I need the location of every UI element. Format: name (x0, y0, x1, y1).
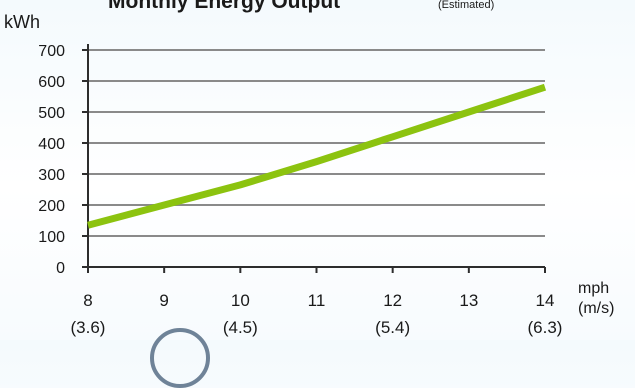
y-tick-label-200: 200 (38, 198, 65, 215)
y-tick-label-500: 500 (38, 105, 65, 122)
line-chart: Monthly Energy Output (Estimated) kWh mp… (4, 0, 614, 337)
series-line-0 (87, 83, 547, 229)
x-tick-sublabel-10: (4.5) (223, 318, 258, 337)
y-tick-label-600: 600 (38, 74, 65, 91)
y-tick-label-400: 400 (38, 136, 65, 153)
y-tick-label-700: 700 (38, 43, 65, 60)
x-axis-label-metric: (m/s) (578, 300, 614, 317)
y-tick-label-0: 0 (56, 260, 65, 277)
x-tick-label-11: 11 (308, 291, 326, 310)
chart-title: Monthly Energy Output (108, 0, 340, 13)
x-tick-sublabel-12: (5.4) (375, 318, 410, 337)
x-tick-sublabel-14: (6.3) (528, 318, 563, 337)
x-tick-label-9: 9 (159, 291, 168, 310)
x-tick-sublabel-8: (3.6) (71, 318, 106, 337)
y-axis-label: kWh (4, 12, 40, 32)
decorative-ring (150, 328, 210, 388)
series-layer (87, 83, 547, 229)
axes (82, 44, 546, 273)
x-tick-label-8: 8 (83, 291, 92, 310)
x-axis-label-units: mph (578, 280, 609, 297)
chart-title-note: (Estimated) (438, 0, 494, 11)
y-tick-label-300: 300 (38, 167, 65, 184)
tick-labels: 0 100 200 300 400 500 600 700 8 (3.6) 9 10 (4.5) 11 12… (38, 43, 562, 337)
x-tick-label-10: 10 (231, 291, 250, 310)
x-tick-label-12: 12 (383, 291, 402, 310)
y-tick-label-100: 100 (38, 229, 65, 246)
x-tick-label-14: 14 (536, 291, 555, 310)
x-tick-label-13: 13 (459, 291, 478, 310)
